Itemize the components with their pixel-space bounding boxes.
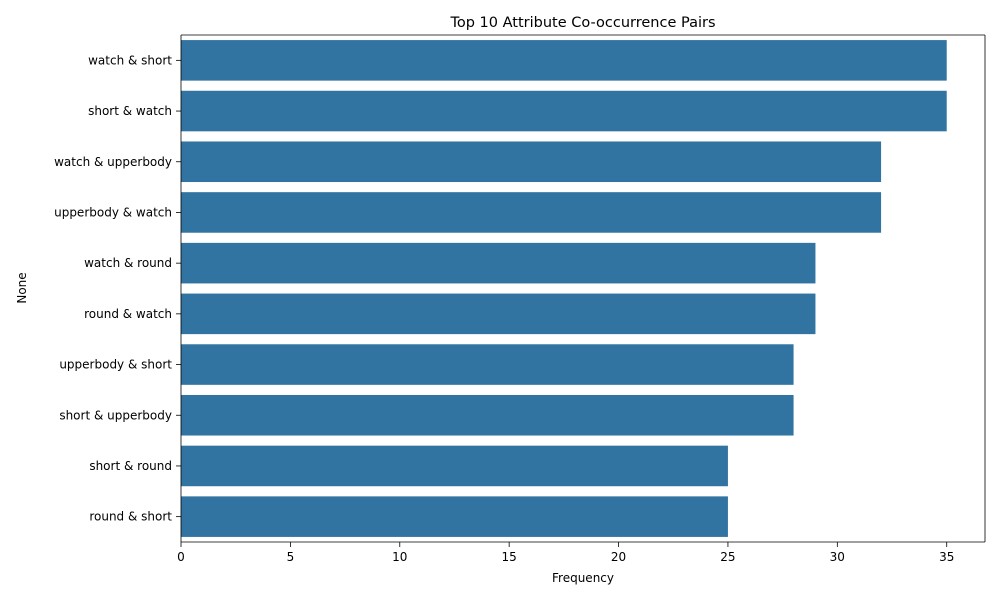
bar-6: [181, 293, 816, 335]
x-tick-label: 10: [392, 550, 407, 564]
y-tick-label: short & watch: [88, 104, 172, 118]
x-axis: 0 5 10 15 20 25 30 35: [177, 34, 986, 564]
x-tick-label: 30: [830, 550, 845, 564]
x-tick-label: 35: [939, 550, 954, 564]
x-tick-label: 25: [720, 550, 735, 564]
x-tick-label: 20: [611, 550, 626, 564]
bar-4: [181, 192, 882, 233]
y-tick-label: watch & round: [84, 256, 172, 270]
y-axis: watch & short short & watch watch & upperb…: [54, 53, 181, 524]
x-tick-label: 15: [502, 550, 517, 564]
y-tick-label: upperbody & short: [59, 358, 172, 372]
y-tick-label: round & short: [89, 510, 172, 524]
bar-8: [181, 394, 794, 436]
x-tick-label: 5: [287, 550, 295, 564]
y-tick-label: watch & short: [88, 53, 172, 67]
bar-10: [181, 496, 728, 537]
bar-2: [181, 90, 947, 132]
y-tick-label: upperbody & watch: [54, 205, 172, 219]
y-tick-label: short & round: [89, 459, 172, 473]
bars-group: [181, 40, 947, 537]
y-axis-title: None: [15, 272, 29, 303]
y-tick-label: round & watch: [84, 307, 172, 321]
bar-5: [181, 242, 816, 284]
bar-1: [181, 40, 947, 81]
x-axis-title: Frequency: [552, 571, 614, 585]
bar-3: [181, 141, 882, 183]
y-tick-label: watch & upperbody: [54, 155, 172, 169]
x-tick-label: 0: [177, 550, 185, 564]
bar-9: [181, 445, 728, 487]
chart-title: Top 10 Attribute Co-occurrence Pairs: [449, 15, 715, 31]
bar-7: [181, 344, 794, 385]
y-tick-label: short & upperbody: [59, 408, 172, 422]
